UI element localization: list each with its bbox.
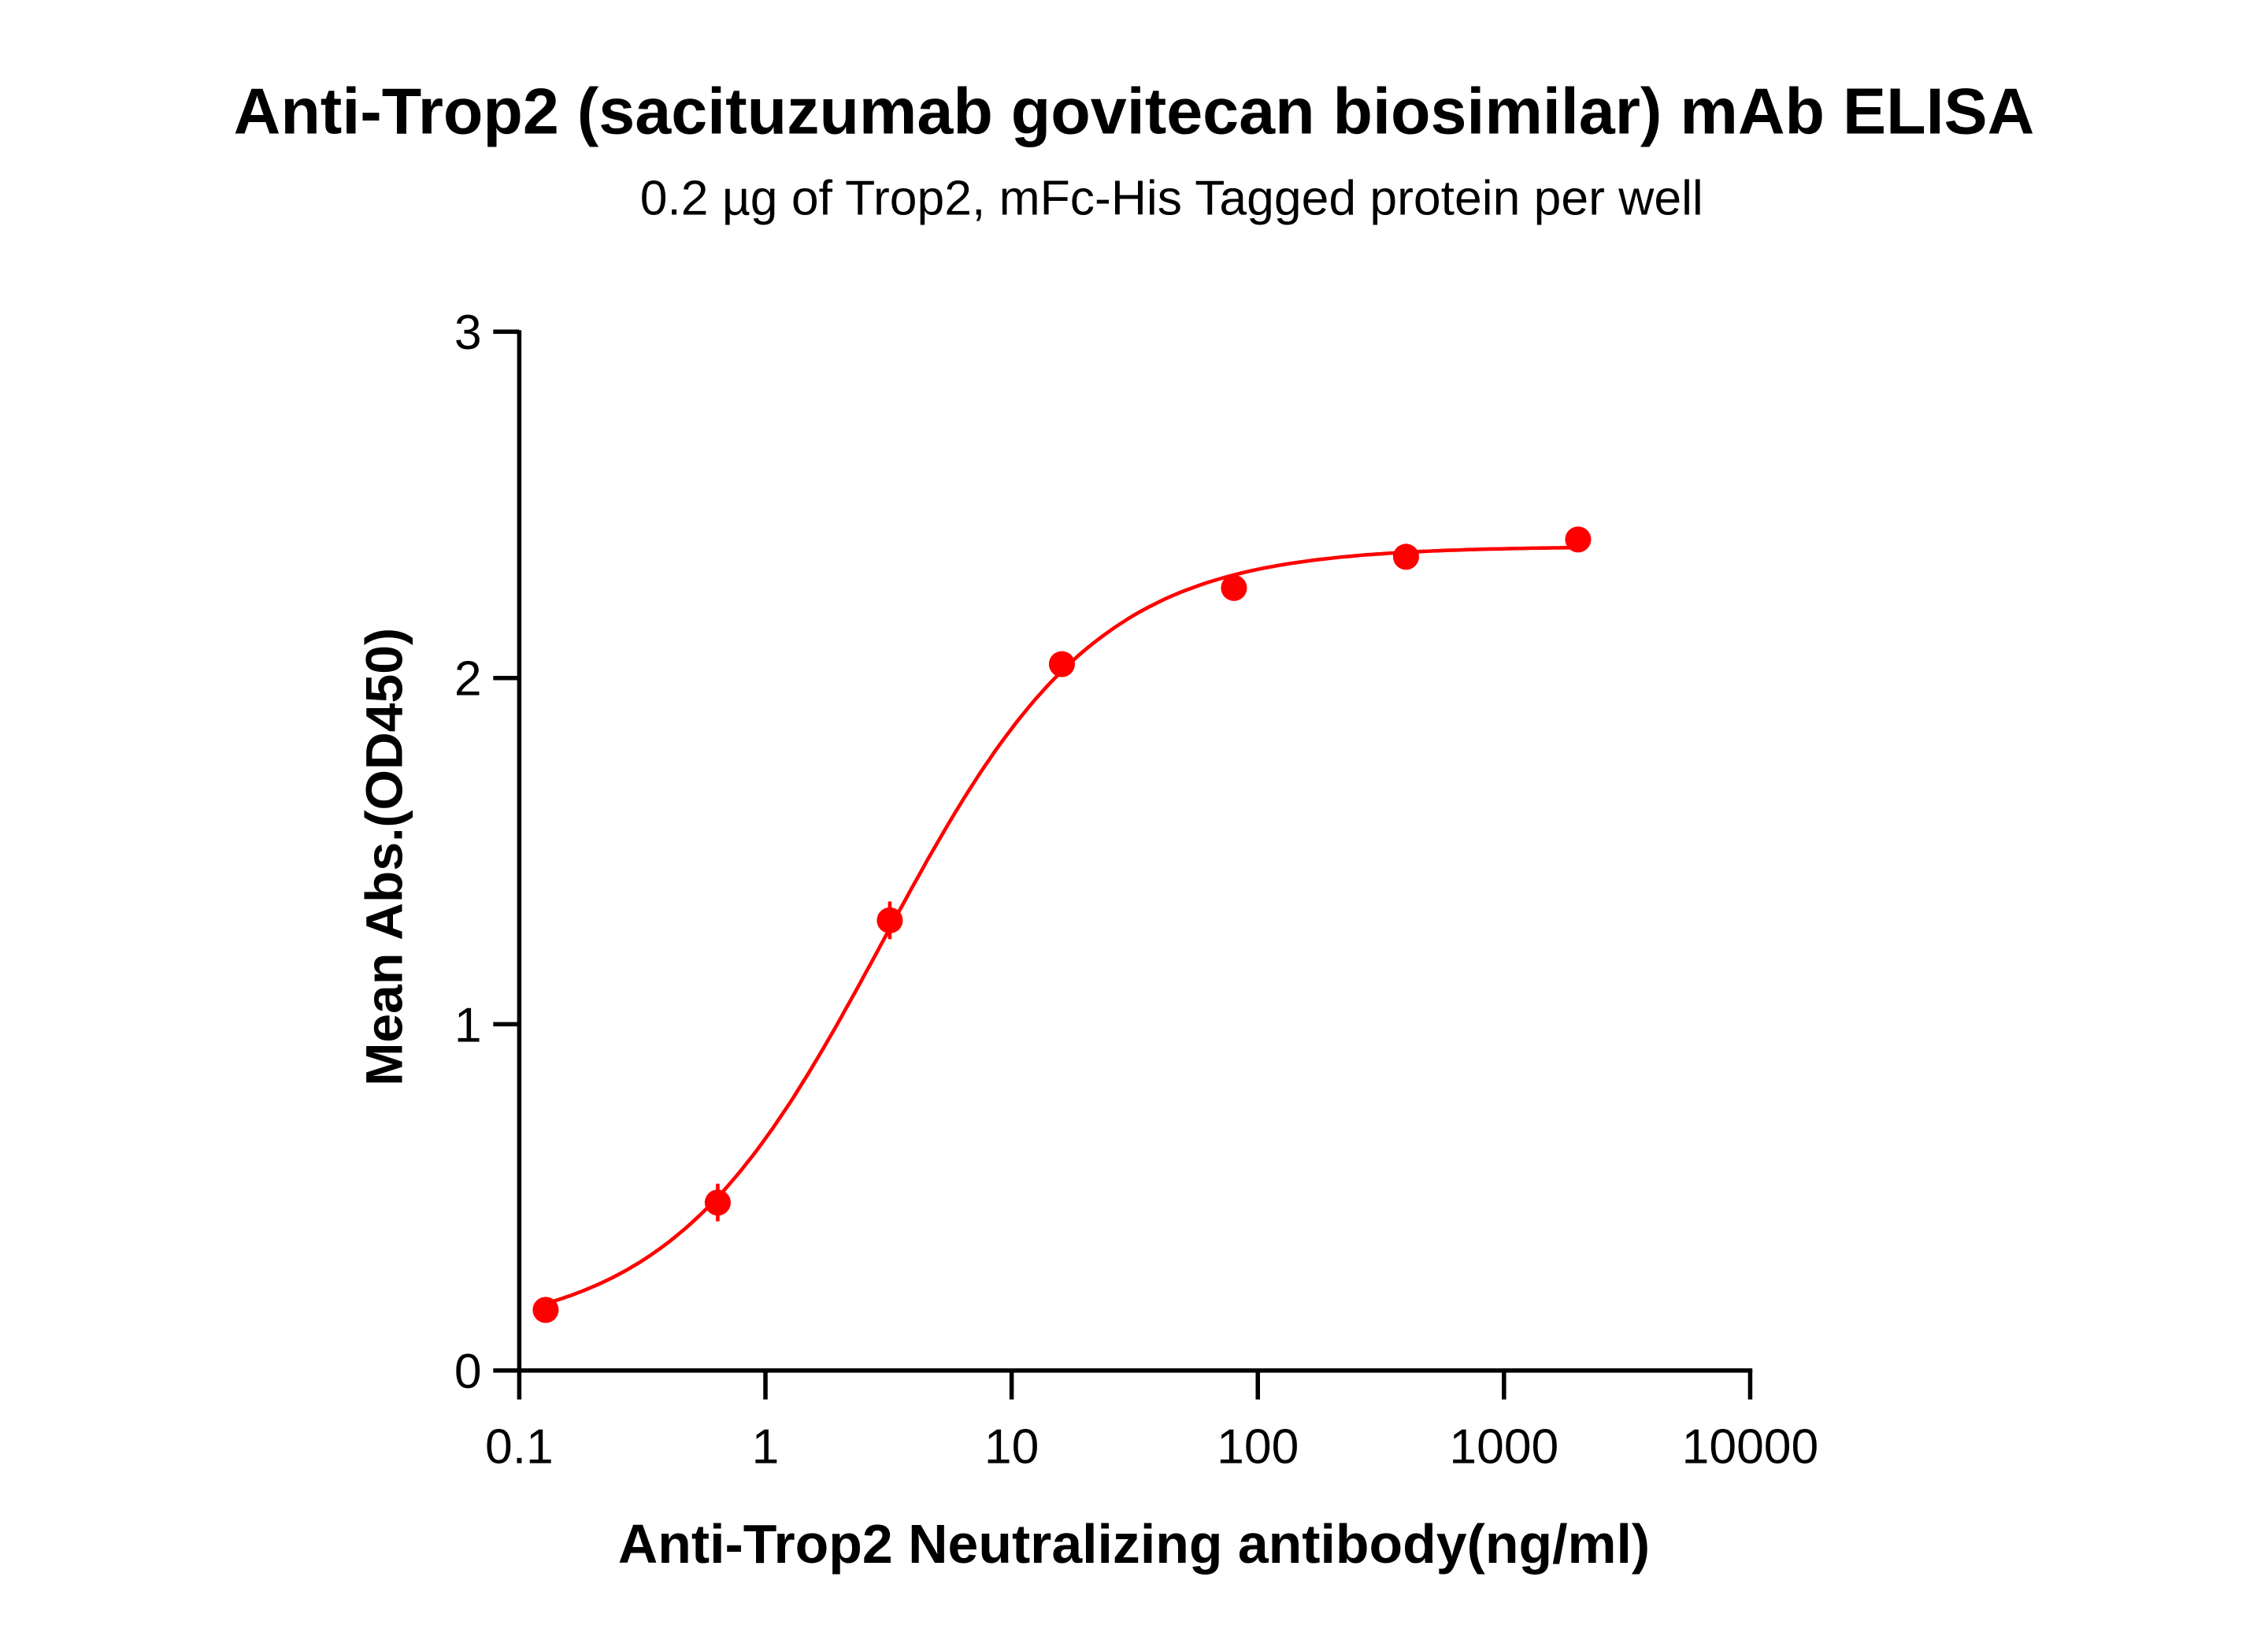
y-axis-label: Mean Abs.(OD450) bbox=[356, 628, 414, 1086]
data-point bbox=[704, 1189, 731, 1216]
x-tick-label: 100 bbox=[1217, 1419, 1299, 1474]
data-point bbox=[1221, 574, 1247, 601]
chart-subtitle: 0.2 µg of Trop2, mFc-His Tagged protein … bbox=[640, 170, 1703, 225]
x-tick-label: 1000 bbox=[1449, 1419, 1558, 1474]
chart-title: Anti-Trop2 (sacituzumab govitecan biosim… bbox=[234, 74, 2035, 147]
x-tick-label: 0.1 bbox=[485, 1419, 554, 1474]
data-point bbox=[532, 1297, 559, 1323]
y-tick-label: 3 bbox=[454, 305, 482, 360]
x-tick-label: 1 bbox=[752, 1419, 780, 1474]
x-axis-label: Anti-Trop2 Neutralizing antibody(ng/ml) bbox=[618, 1513, 1650, 1575]
data-point bbox=[1565, 526, 1592, 553]
data-point bbox=[1392, 544, 1419, 570]
data-point bbox=[876, 907, 903, 933]
x-tick-label: 10 bbox=[984, 1419, 1039, 1474]
y-tick-label: 0 bbox=[454, 1344, 482, 1399]
y-tick-label: 1 bbox=[454, 997, 482, 1052]
x-tick-label: 10000 bbox=[1682, 1419, 1819, 1474]
y-tick-label: 2 bbox=[454, 651, 482, 707]
data-point bbox=[1048, 651, 1075, 677]
